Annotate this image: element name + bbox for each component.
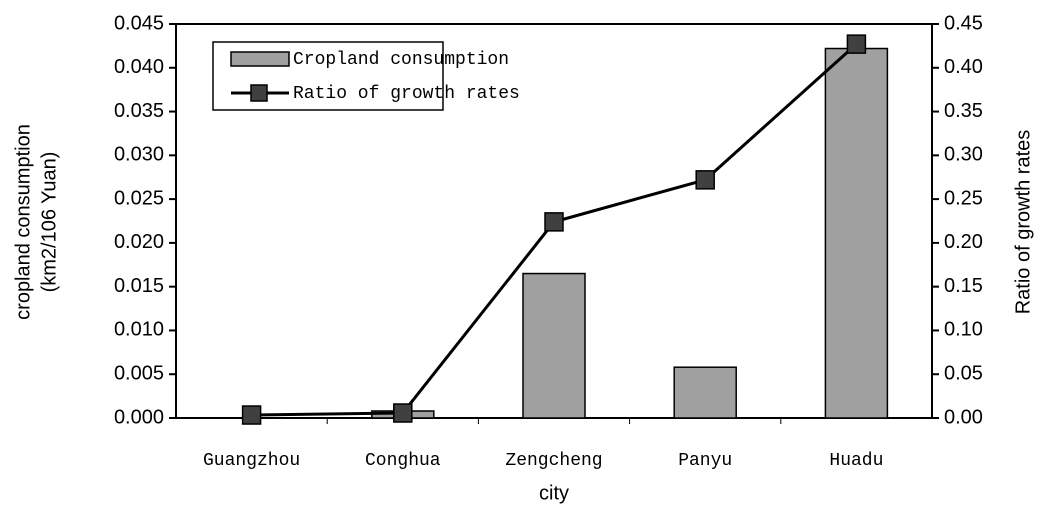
- y2-tick-label: 0.45: [944, 12, 983, 34]
- x-tick-label: Guangzhou: [203, 451, 300, 471]
- y-tick-label: 0.000: [114, 406, 164, 428]
- y2-axis-label: Ratio of growth rates: [1012, 130, 1034, 315]
- y-tick-label: 0.040: [114, 56, 164, 78]
- marker: [241, 405, 262, 425]
- bar: [522, 272, 586, 419]
- legend-marker: [250, 84, 268, 102]
- x-axis-label: city: [539, 482, 569, 504]
- y2-tick-label: 0.15: [944, 275, 983, 297]
- legend-label: Ratio of growth rates: [293, 84, 520, 104]
- y2-tick-label: 0.25: [944, 187, 983, 209]
- y-tick-label: 0.010: [114, 319, 164, 341]
- y2-tick-label: 0.10: [944, 319, 983, 341]
- marker: [846, 34, 867, 54]
- y2-tick-label: 0.40: [944, 56, 983, 78]
- bar: [673, 366, 737, 419]
- y-tick-label: 0.005: [114, 363, 164, 385]
- x-tick-label: Huadu: [829, 451, 883, 471]
- y2-tick-label: 0.20: [944, 231, 983, 253]
- marker: [695, 170, 715, 190]
- y2-tick-label: 0.05: [944, 363, 983, 385]
- bar: [824, 47, 889, 419]
- y-tick-label: 0.015: [114, 275, 164, 297]
- y-tick-label: 0.045: [114, 12, 164, 34]
- y-tick-label: 0.020: [114, 231, 164, 253]
- y-tick-label: 0.025: [114, 187, 164, 209]
- x-tick-label: Panyu: [678, 451, 732, 471]
- marker: [544, 212, 564, 232]
- legend-label: Cropland consumption: [293, 50, 509, 70]
- y2-tick-label: 0.30: [944, 144, 983, 166]
- x-tick-label: Conghua: [365, 451, 441, 471]
- y2-tick-label: 0.00: [944, 406, 983, 428]
- y-axis-label: (km2/106 Yuan): [38, 152, 60, 293]
- legend-swatch: [230, 51, 290, 67]
- y-axis-label: cropland consumption: [12, 124, 34, 320]
- y-tick-label: 0.035: [114, 100, 164, 122]
- y-tick-label: 0.030: [114, 144, 164, 166]
- marker: [393, 403, 413, 423]
- x-tick-label: Zengcheng: [505, 451, 602, 471]
- y2-tick-label: 0.35: [944, 100, 983, 122]
